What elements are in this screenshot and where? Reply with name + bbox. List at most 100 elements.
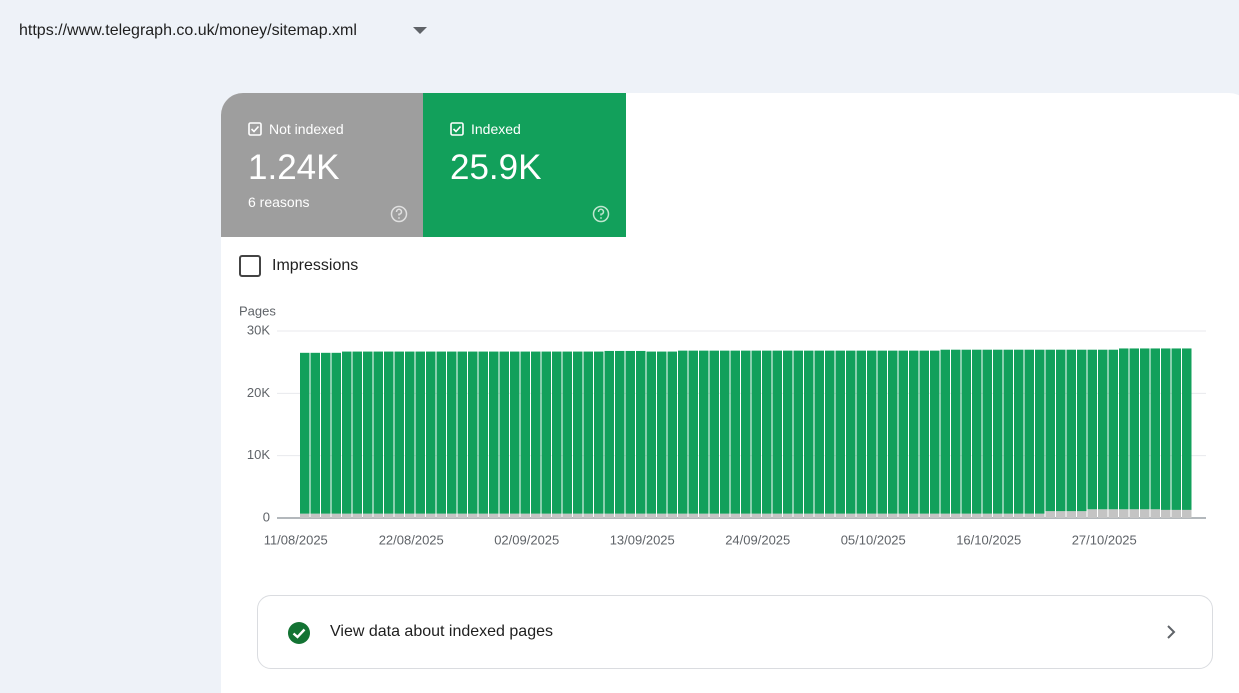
bar-segment [1171, 509, 1181, 518]
bar-segment [804, 513, 814, 518]
bar-segment [1024, 349, 1034, 514]
bar-segment [835, 350, 845, 514]
bar-segment [730, 350, 740, 514]
bar-segment [478, 351, 488, 514]
bar-segment [961, 513, 971, 518]
bar-segment [1003, 349, 1013, 514]
bar-segment [993, 513, 1003, 518]
bar-segment [678, 350, 688, 514]
bar-segment [741, 350, 751, 514]
bar-segment [352, 351, 362, 514]
bar-segment [562, 351, 572, 514]
bar-segment [394, 351, 404, 514]
checkbox [450, 122, 464, 136]
bar-segment [447, 513, 457, 518]
bar-segment [1045, 511, 1055, 518]
bar-segment [583, 513, 593, 518]
help-icon[interactable] [592, 205, 610, 223]
bar-segment [510, 351, 520, 514]
bar-segment [468, 513, 478, 518]
bar-segment [604, 350, 614, 514]
bar-segment [982, 513, 992, 518]
indexed-pages-link[interactable]: View data about indexed pages [257, 595, 1213, 669]
checkbox [248, 122, 262, 136]
bar-segment [384, 513, 394, 518]
sitemap-url[interactable]: https://www.telegraph.co.uk/money/sitema… [19, 22, 357, 39]
link-text[interactable]: View data about indexed pages [330, 623, 553, 640]
bar-segment [667, 351, 677, 514]
y-tick-label: 0 [263, 509, 270, 524]
bar-segment [1129, 509, 1139, 518]
x-tick-label: 24/09/2025 [725, 532, 790, 547]
bar-segment [489, 513, 499, 518]
bar-segment [573, 513, 583, 518]
bar-segment [1024, 513, 1034, 518]
bar-segment [394, 513, 404, 518]
bar-segment [1108, 509, 1118, 518]
bar-segment [373, 351, 383, 514]
bar-segment [1035, 349, 1045, 514]
bar-segment [888, 350, 898, 514]
bar-segment [615, 350, 625, 514]
bar-segment [415, 513, 425, 518]
help-icon[interactable] [390, 205, 408, 223]
bar-segment [699, 350, 709, 514]
bar-segment [1171, 348, 1181, 510]
bar-segment [1087, 349, 1097, 510]
bar-segment [646, 513, 656, 518]
bar-segment [699, 513, 709, 518]
bar-segment [520, 351, 530, 514]
bar-segment [678, 513, 688, 518]
bar-segment [426, 351, 436, 514]
bar-segment [331, 513, 341, 518]
bar-segment [457, 513, 467, 518]
tile-value: 1.24K [248, 148, 340, 187]
bar-segment [1014, 513, 1024, 518]
bar-segment [331, 352, 341, 514]
not-indexed-tile[interactable]: Not indexed 1.24K 6 reasons [221, 93, 423, 237]
bar-segment [930, 350, 940, 514]
bar-segment [594, 351, 604, 514]
bar-segment [1161, 348, 1171, 510]
bar-segment [898, 513, 908, 518]
bar-segment [709, 350, 719, 514]
check-icon [288, 622, 310, 644]
bar-segment [625, 513, 635, 518]
bar-segment [552, 351, 562, 514]
dropdown-arrow[interactable] [412, 26, 428, 36]
bar-segment [1182, 509, 1192, 518]
bar-segment [352, 513, 362, 518]
indexed-tile[interactable]: Indexed 25.9K [423, 93, 626, 237]
bar-segment [604, 513, 614, 518]
x-tick-label: 11/08/2025 [264, 532, 328, 547]
bar-segment [1035, 513, 1045, 518]
bar-segment [751, 350, 761, 514]
bar-segment [520, 513, 530, 518]
bar-segment [741, 513, 751, 518]
x-tick-label: 05/10/2025 [841, 532, 906, 547]
bar-segment [594, 513, 604, 518]
bar-segment [982, 349, 992, 514]
bar-segment [321, 513, 331, 518]
bar-segment [1056, 349, 1066, 512]
impressions-label[interactable]: Impressions [272, 257, 359, 274]
chart: Pages 0 10K 20K 30K 11/08/2025 22/08/2025 02/0… [239, 303, 1206, 547]
bar-segment [783, 513, 793, 518]
impressions-checkbox[interactable] [239, 255, 261, 277]
bar-segment [762, 513, 772, 518]
bar-segment [583, 351, 593, 514]
bar-segment [772, 513, 782, 518]
bar-segment [1129, 348, 1139, 510]
bar-segment [531, 513, 541, 518]
bar-segment [468, 351, 478, 514]
bar-segment [930, 513, 940, 518]
bar-segment [1161, 509, 1171, 518]
bar-segment [363, 351, 373, 514]
bar-segment [1066, 511, 1076, 518]
bar-segment [573, 351, 583, 514]
bar-segment [867, 350, 877, 514]
tile-detail: 6 reasons [248, 194, 310, 210]
bar-segment [426, 513, 436, 518]
bar-segment [951, 513, 961, 518]
bar-segment [688, 350, 698, 514]
